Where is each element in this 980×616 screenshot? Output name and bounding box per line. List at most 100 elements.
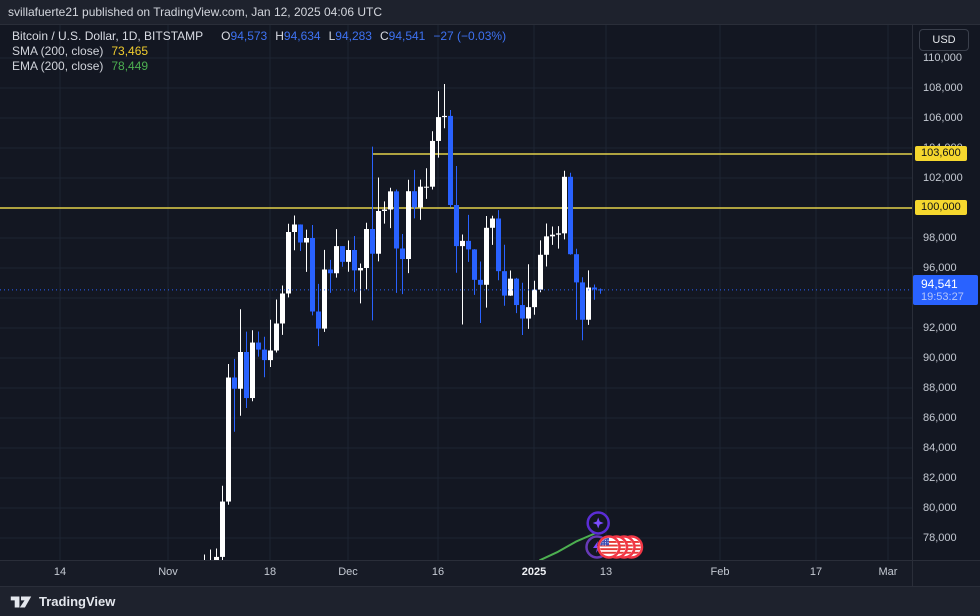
candle-body	[328, 269, 333, 274]
open-value: 94,573	[230, 29, 268, 43]
price-tick-label: 96,000	[923, 262, 957, 274]
candle-body	[478, 279, 483, 285]
time-tick-label: 18	[263, 566, 277, 578]
candle-body	[592, 287, 597, 290]
candle-body	[352, 250, 357, 271]
candlestick-series[interactable]	[190, 83, 603, 560]
chart-legend: Bitcoin / U.S. Dollar, 1D, BITSTAMP O 94…	[12, 29, 506, 74]
price-level-label: 103,600	[915, 146, 967, 161]
candle-body	[316, 311, 321, 329]
us-flag-event-icon[interactable]	[597, 535, 621, 559]
candle-body	[454, 205, 459, 247]
event-icons[interactable]	[585, 511, 644, 559]
price-axis[interactable]: USD 110,000108,000106,000104,000102,0001…	[912, 25, 980, 560]
open-label: O	[221, 29, 231, 43]
branding-bar: TradingView	[0, 586, 980, 616]
candle-body	[268, 350, 273, 361]
candle-body	[436, 117, 441, 141]
candle-body	[508, 278, 513, 296]
price-tick-label: 86,000	[923, 412, 957, 424]
candle-body	[226, 377, 231, 502]
price-tick-label: 92,000	[923, 322, 957, 334]
candle-body	[232, 377, 237, 389]
candle-body	[220, 501, 225, 557]
candle-body	[214, 556, 219, 560]
time-tick-label: 14	[53, 566, 67, 578]
candle-body	[376, 211, 381, 254]
candle-body	[514, 278, 519, 306]
candle-body	[490, 218, 495, 228]
candle-body	[574, 254, 579, 283]
publisher-text: svillafuerte21 published on TradingView.…	[8, 5, 383, 19]
candle-body	[496, 218, 501, 272]
price-tick-label: 106,000	[923, 112, 963, 124]
candle-body	[460, 240, 465, 247]
price-tick-label: 110,000	[923, 52, 962, 64]
candle-body	[334, 246, 339, 274]
price-tick-label: 80,000	[923, 502, 957, 514]
symbol-title[interactable]: Bitcoin / U.S. Dollar, 1D, BITSTAMP	[12, 29, 204, 43]
candlestick-chart[interactable]	[0, 25, 912, 560]
candle-body	[310, 238, 315, 312]
time-tick-label: 2025	[521, 566, 547, 578]
close-value: 94,541	[388, 29, 426, 43]
candle-body	[370, 229, 375, 254]
currency-unit-button[interactable]: USD	[919, 29, 969, 51]
price-tick-label: 102,000	[923, 172, 963, 184]
candle-body	[400, 248, 405, 259]
time-tick-label: Dec	[338, 566, 358, 578]
candle-body	[412, 191, 417, 208]
candle-body	[382, 209, 387, 211]
candle-body	[340, 246, 345, 262]
close-label: C	[379, 29, 389, 43]
ema-line[interactable]	[539, 530, 601, 560]
candle-body	[388, 191, 393, 210]
high-value: 94,634	[283, 29, 321, 43]
candle-body	[346, 250, 351, 262]
ema-label[interactable]: EMA (200, close)	[12, 59, 104, 73]
price-level-label: 100,000	[915, 200, 967, 215]
candle-body	[244, 352, 249, 399]
candle-body	[394, 191, 399, 249]
sma-label[interactable]: SMA (200, close)	[12, 44, 104, 58]
candle-body	[238, 352, 243, 389]
candle-body	[526, 307, 531, 319]
price-tick-label: 78,000	[923, 532, 957, 544]
axis-corner-divider	[912, 561, 913, 587]
candle-body	[550, 234, 555, 237]
candle-body	[472, 249, 477, 280]
price-tick-label: 108,000	[923, 82, 963, 94]
low-label: L	[328, 29, 336, 43]
tradingview-logo-text: TradingView	[39, 594, 116, 609]
candle-body	[298, 224, 303, 243]
candle-body	[280, 293, 285, 324]
last-price-badge: 94,541 19:53:27	[913, 274, 978, 305]
tradingview-logo-icon	[10, 596, 32, 607]
time-tick-label: 17	[809, 566, 823, 578]
candle-body	[358, 268, 363, 271]
publisher-bar: svillafuerte21 published on TradingView.…	[0, 0, 980, 25]
candle-body	[448, 115, 453, 205]
time-axis[interactable]: 14 Nov 18 Dec 16 2025 13 Feb 17 Mar	[0, 560, 980, 587]
tradingview-logo[interactable]: TradingView	[10, 594, 115, 610]
time-tick-label: Feb	[710, 566, 730, 578]
candle-body	[520, 305, 525, 319]
time-tick-label: Nov	[158, 566, 178, 578]
candle-body	[580, 282, 585, 320]
low-value: 94,283	[335, 29, 372, 43]
legend-sma-row[interactable]: SMA (200, close) 73,465	[12, 44, 506, 59]
price-tick-label: 90,000	[923, 352, 957, 364]
change-value: −27 (−0.03%)	[433, 29, 507, 43]
legend-ema-row[interactable]: EMA (200, close) 78,449	[12, 59, 506, 74]
chart-pane[interactable]: Bitcoin / U.S. Dollar, 1D, BITSTAMP O 94…	[0, 25, 912, 560]
candle-body	[430, 140, 435, 187]
legend-symbol-row[interactable]: Bitcoin / U.S. Dollar, 1D, BITSTAMP O 94…	[12, 29, 506, 44]
high-label: H	[275, 29, 284, 43]
candle-body	[532, 289, 537, 308]
candle-body	[466, 240, 471, 250]
ema-value: 78,449	[111, 59, 149, 73]
last-price-value: 94,541	[921, 276, 958, 291]
candle-body	[568, 176, 573, 255]
sparkle-event-icon[interactable]	[586, 511, 610, 535]
